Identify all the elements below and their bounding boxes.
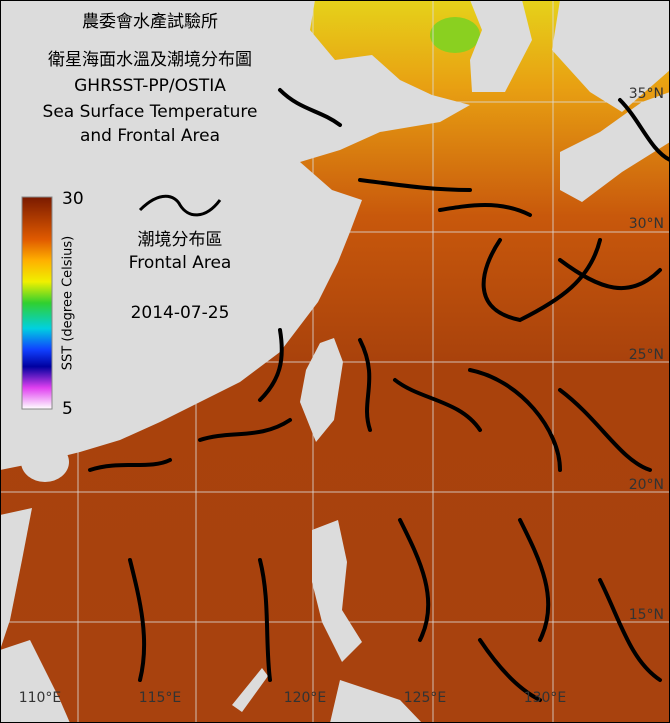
lon-label: 110°E [19,690,62,706]
sea-patch [430,17,480,53]
date: 2014-07-25 [131,303,230,323]
fronts [88,88,670,702]
lat-label: 15°N [629,607,664,623]
lon-label: 130°E [524,690,567,706]
lat-label: 20°N [629,477,664,493]
lat-label: 25°N [629,347,664,363]
title-line: 農委會水產試驗所 [82,12,218,32]
title-line: GHRSST-PP/OSTIA [74,76,226,96]
colorbar-min: 5 [62,399,73,419]
axis-labels: 110°E 115°E 120°E 125°E 130°E 35°N 30°N 25°N 20°… [19,86,664,706]
colorbar-label: SST (degree Celsius) [61,236,76,371]
legend-symbol [138,194,222,217]
colorbar [21,196,53,410]
legend-en: Frontal Area [129,253,232,273]
legend-zh: 潮境分布區 [138,230,223,250]
lat-label: 30°N [629,216,664,232]
lon-label: 115°E [139,690,182,706]
title-line: Sea Surface Temperature [43,102,258,122]
title-line: 衛星海面水溫及潮境分布圖 [48,50,252,70]
lat-label: 35°N [629,86,664,102]
lon-label: 125°E [404,690,447,706]
title-line: and Frontal Area [80,126,220,146]
lon-label: 120°E [284,690,327,706]
colorbar-max: 30 [62,189,84,209]
